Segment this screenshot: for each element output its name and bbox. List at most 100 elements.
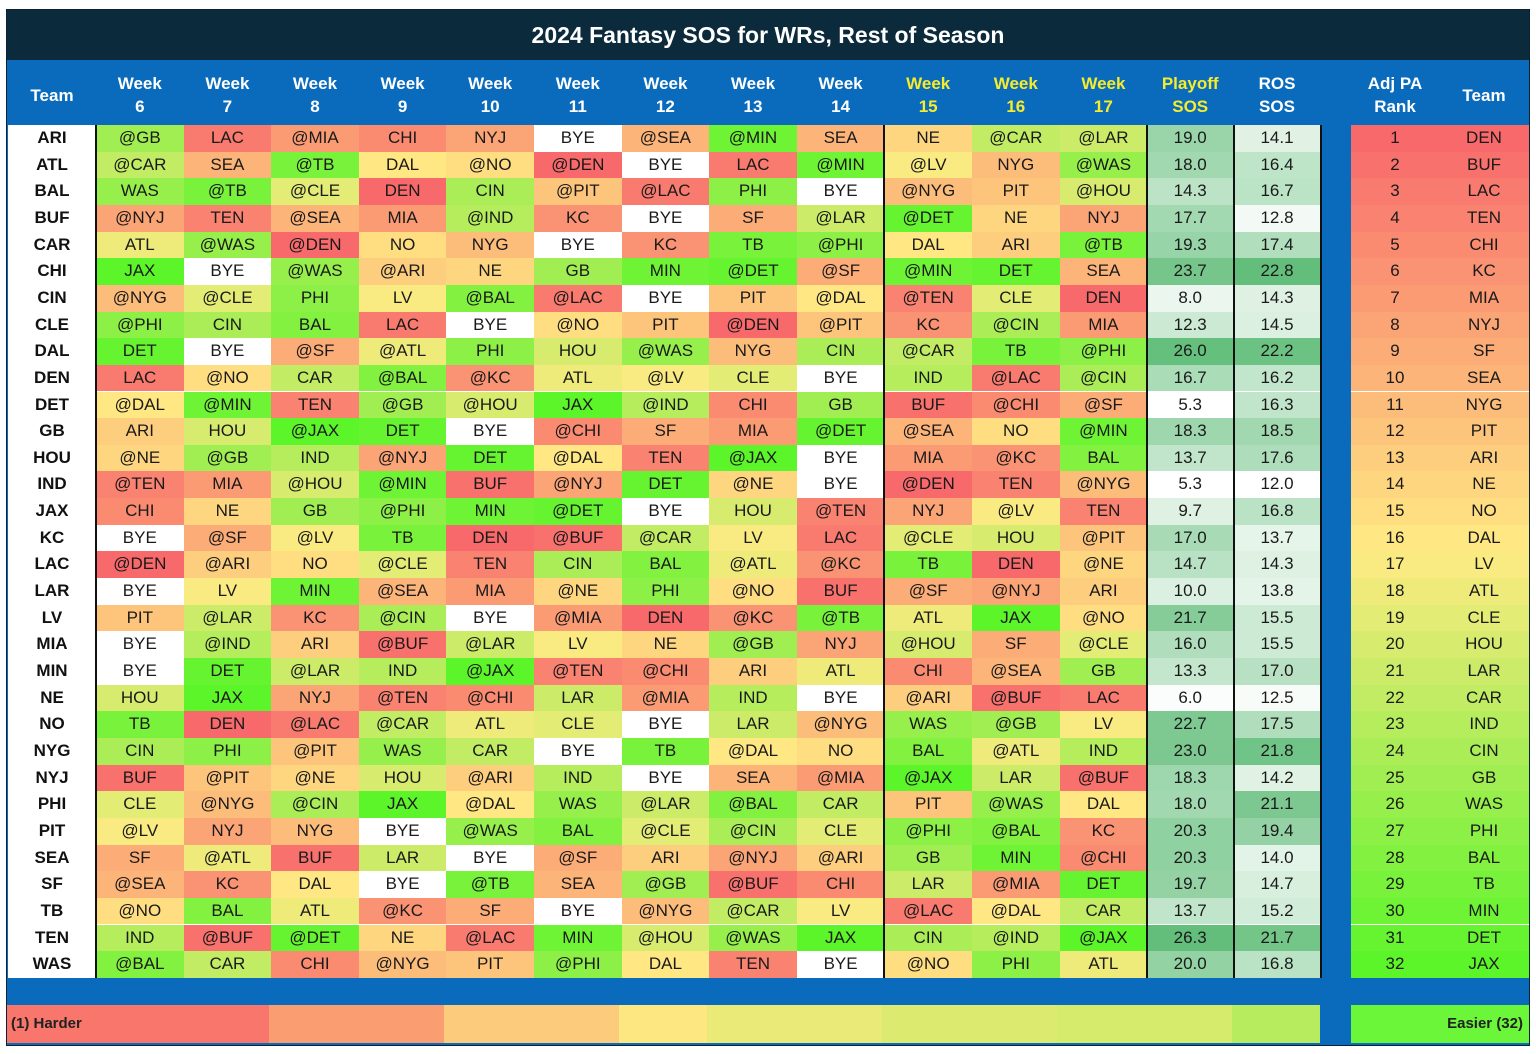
legend-swatch — [619, 1005, 707, 1043]
rank-row: 11 NYG — [1351, 391, 1529, 419]
ros-sos-cell: 17.5 — [1234, 711, 1320, 738]
matchup-cell: WAS — [884, 711, 972, 738]
rank-number: 14 — [1385, 474, 1405, 494]
playoff-sos-cell: 26.0 — [1147, 338, 1234, 365]
ros-sos-cell: 19.4 — [1234, 817, 1320, 845]
matchup-cell: KC — [621, 231, 710, 259]
matchup-cell: @ATL — [183, 844, 272, 872]
column-divider — [883, 125, 886, 978]
rank-team: DET — [1467, 927, 1501, 947]
matchup-cell: BYE — [796, 471, 885, 499]
matchup-cell: HOU — [534, 338, 622, 365]
matchup-cell: @NYG — [96, 284, 184, 312]
matchup-cell: @NYJ — [972, 578, 1060, 605]
matchup-cell: TEN — [972, 471, 1060, 499]
matchup-cell: BYE — [534, 231, 622, 259]
rank-row: 26 WAS — [1351, 791, 1529, 818]
legend-swatch — [1351, 1005, 1529, 1043]
matchup-cell: WAS — [96, 178, 184, 205]
matchup-cell: @CIN — [271, 791, 359, 818]
team-cell: NE — [8, 684, 96, 712]
rank-number: 9 — [1390, 341, 1400, 361]
table-row: NYJ BUF @PIT @NE HOU @ARI IND BYE SEA @MIA @JAX LAR… — [8, 764, 1321, 792]
matchup-cell: @PIT — [1059, 524, 1148, 552]
matchup-cell: @LAR — [1059, 125, 1148, 152]
matchup-cell: GB — [1059, 658, 1148, 685]
rank-number: 12 — [1385, 421, 1405, 441]
rank-row: 18 ATL — [1351, 578, 1529, 605]
legend-swatch — [707, 1005, 882, 1043]
matchup-cell: @HOU — [446, 391, 534, 419]
matchup-cell: MIA — [183, 471, 272, 499]
matchup-cell: TB — [884, 551, 972, 579]
matchup-cell: LV — [183, 578, 272, 605]
header-playoff-sos: Playoff SOS — [1161, 74, 1219, 116]
matchup-cell: GB — [534, 258, 622, 285]
matchup-cell: @LAR — [796, 204, 885, 232]
matchup-cell: TEN — [446, 551, 534, 579]
matchup-cell: @SF — [271, 338, 359, 365]
matchup-cell: @KC — [796, 551, 885, 579]
matchup-cell: NE — [183, 498, 272, 525]
matchup-cell: LAC — [96, 364, 184, 392]
rank-number: 19 — [1385, 607, 1405, 627]
table-row: BAL WAS @TB @CLE DEN CIN @PIT @LAC PHI BYE @NYG PIT… — [8, 178, 1321, 205]
table-row: IND @TEN MIA @HOU @MIN BUF @NYJ DET @NE BYE @DEN TE… — [8, 471, 1321, 499]
matchup-cell: @DEN — [884, 471, 972, 499]
matchup-cell: JAX — [96, 258, 184, 285]
rank-row: 9 SF — [1351, 338, 1529, 365]
matchup-cell: BYE — [96, 631, 184, 658]
ros-sos-cell: 17.0 — [1234, 658, 1320, 685]
playoff-sos-cell: 13.7 — [1147, 444, 1234, 472]
matchup-cell: BYE — [446, 844, 534, 872]
matchup-cell: @NYJ — [358, 444, 447, 472]
matchup-cell: PHI — [446, 338, 534, 365]
matchup-cell: SF — [621, 418, 710, 445]
matchup-cell: SEA — [709, 764, 797, 792]
matchup-cell: BYE — [446, 418, 534, 445]
matchup-cell: @HOU — [621, 924, 710, 952]
sos-table: 2024 Fantasy SOS for WRs, Rest of Season… — [6, 9, 1530, 1046]
matchup-cell: @CLE — [621, 817, 710, 845]
rank-team: NYJ — [1467, 314, 1501, 334]
matchup-cell: @WAS — [446, 817, 534, 845]
matchup-cell: @CIN — [358, 604, 447, 632]
matchup-cell: JAX — [534, 391, 622, 419]
matchup-cell: @GB — [972, 711, 1060, 738]
matchup-cell: BYE — [534, 125, 622, 152]
column-divider — [1146, 125, 1149, 978]
rank-team: NYG — [1465, 394, 1503, 414]
ros-sos-cell: 12.5 — [1234, 684, 1320, 712]
playoff-sos-cell: 10.0 — [1147, 578, 1234, 605]
matchup-cell: ATL — [446, 711, 534, 738]
playoff-sos-cell: 14.3 — [1147, 178, 1234, 205]
matchup-cell: @ATL — [358, 338, 447, 365]
rank-team: BAL — [1467, 847, 1501, 867]
matchup-cell: @TB — [183, 178, 272, 205]
ros-sos-cell: 16.4 — [1234, 151, 1320, 179]
matchup-cell: DEN — [1059, 284, 1148, 312]
playoff-sos-cell: 23.7 — [1147, 258, 1234, 285]
matchup-cell: HOU — [709, 498, 797, 525]
playoff-sos-cell: 22.7 — [1147, 711, 1234, 738]
rank-number: 32 — [1385, 954, 1405, 974]
team-cell: WAS — [8, 951, 96, 978]
matchup-cell: NYJ — [884, 498, 972, 525]
matchup-cell: DET — [972, 258, 1060, 285]
playoff-sos-cell: 18.0 — [1147, 151, 1234, 179]
matchup-cell: @CLE — [271, 178, 359, 205]
ros-sos-cell: 21.7 — [1234, 924, 1320, 952]
adj-pa-rank-table: 1 DEN 2 BUF 3 LAC 4 TEN 5 CHI 6 KC 7 MIA 8 NYJ 9 SF 10 SEA 1… — [1351, 125, 1529, 978]
matchup-cell: BYE — [796, 684, 885, 712]
matchup-cell: BUF — [446, 471, 534, 499]
matchup-cell: BUF — [96, 764, 184, 792]
matchup-cell: @CAR — [358, 711, 447, 738]
matchup-cell: SEA — [1059, 258, 1148, 285]
rank-team: CLE — [1467, 607, 1501, 627]
rank-team: IND — [1469, 714, 1499, 734]
matchup-cell: BAL — [1059, 444, 1148, 472]
rank-number: 23 — [1385, 714, 1405, 734]
team-cell: KC — [8, 524, 96, 552]
matchup-cell: @LAR — [183, 604, 272, 632]
matchup-cell: @MIA — [621, 684, 710, 712]
